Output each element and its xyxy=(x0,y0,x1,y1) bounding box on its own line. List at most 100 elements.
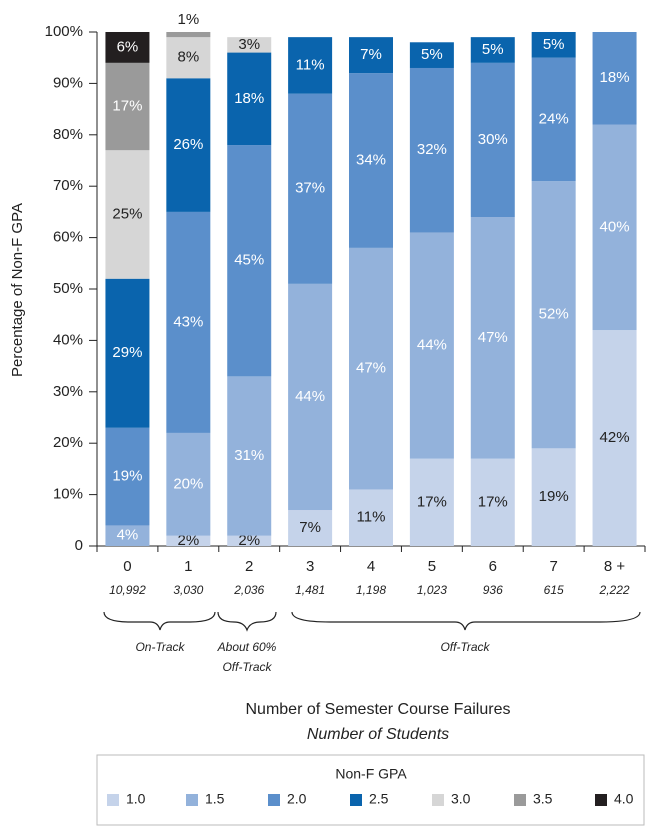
data-label: 2% xyxy=(177,532,199,549)
bar-segment xyxy=(531,448,576,546)
bar-segment xyxy=(105,525,150,546)
data-label: 17% xyxy=(112,97,142,114)
data-label: 31% xyxy=(234,447,264,464)
bar-segment xyxy=(592,330,637,546)
bar-segment xyxy=(592,32,637,125)
bar-segment xyxy=(166,535,211,546)
legend-label: 4.0 xyxy=(614,791,634,807)
bar-segment xyxy=(531,32,576,58)
y-tick-label: 90% xyxy=(53,74,83,91)
bracket xyxy=(291,611,641,631)
legend-label: 3.0 xyxy=(451,791,471,807)
data-label: 40% xyxy=(600,218,630,235)
y-tick-label: 20% xyxy=(53,434,83,451)
bar-segment xyxy=(227,535,272,546)
x-tick-label: 0 xyxy=(123,558,131,575)
y-axis-title: Percentage of Non-F GPA xyxy=(9,203,26,377)
annotation: About 60% xyxy=(217,640,277,654)
data-label: 44% xyxy=(417,337,447,354)
x-tick-label: 8 + xyxy=(604,558,626,575)
annotation: On-Track xyxy=(135,640,185,654)
bar-segment xyxy=(166,78,211,212)
bar-segment xyxy=(349,73,393,248)
data-label: 24% xyxy=(539,110,569,127)
data-label: 4% xyxy=(117,527,139,544)
bar-segment xyxy=(409,42,454,68)
data-label: 26% xyxy=(173,136,203,153)
x-tick-sublabel: 1,023 xyxy=(417,583,447,597)
legend-label: 3.5 xyxy=(533,791,553,807)
data-label: 5% xyxy=(543,36,565,53)
bar-segment xyxy=(288,37,333,94)
bar-segment xyxy=(349,247,393,490)
data-label: 34% xyxy=(356,151,386,168)
data-label: 11% xyxy=(296,56,325,73)
bar-segment xyxy=(105,278,150,428)
bar-segment xyxy=(409,67,454,233)
y-tick-label: 50% xyxy=(53,280,83,297)
legend-swatch xyxy=(107,794,119,806)
data-label: 19% xyxy=(539,488,569,505)
data-label: 1% xyxy=(177,11,199,28)
annotation: Off-Track xyxy=(440,640,490,654)
legend-label: 1.0 xyxy=(126,791,146,807)
data-label: 5% xyxy=(482,41,504,58)
legend-title: Non-F GPA xyxy=(335,766,407,782)
legend-label: 1.5 xyxy=(205,791,225,807)
bar-segment xyxy=(166,37,211,79)
data-label: 11% xyxy=(357,509,386,526)
y-tick-label: 60% xyxy=(53,229,83,246)
bar-segment xyxy=(166,432,211,536)
bar-segment xyxy=(105,62,150,151)
data-label: 17% xyxy=(417,493,447,510)
x-tick-label: 1 xyxy=(184,558,192,575)
legend-swatch xyxy=(595,794,607,806)
x-tick-sublabel: 1,198 xyxy=(356,583,386,597)
bar-segment xyxy=(531,57,576,182)
data-label: 30% xyxy=(478,131,508,148)
bar-segment xyxy=(531,181,576,449)
bar-segment xyxy=(349,489,393,546)
x-tick-sublabel: 10,992 xyxy=(109,583,146,597)
data-label: 6% xyxy=(117,38,139,55)
bar-segment xyxy=(105,32,150,63)
x-tick-sublabel: 615 xyxy=(544,583,564,597)
bar-segment xyxy=(227,37,272,53)
data-label: 18% xyxy=(600,69,630,86)
y-tick-label: 80% xyxy=(53,126,83,143)
data-label: 19% xyxy=(112,468,142,485)
legend-swatch xyxy=(514,794,526,806)
y-tick-label: 10% xyxy=(53,486,83,503)
data-label: 18% xyxy=(234,90,264,107)
data-label: 5% xyxy=(421,46,443,63)
bar-segment xyxy=(227,52,272,146)
data-label: 20% xyxy=(173,475,203,492)
x-tick-sublabel: 3,030 xyxy=(173,583,203,597)
bar-segment xyxy=(470,62,515,218)
legend-label: 2.5 xyxy=(369,791,389,807)
annotation: Off-Track xyxy=(222,660,272,674)
legend-swatch xyxy=(186,794,198,806)
data-label: 7% xyxy=(299,519,321,536)
bracket xyxy=(103,611,216,631)
data-label: 2% xyxy=(238,532,260,549)
data-label: 3% xyxy=(238,36,260,53)
bar-segment xyxy=(409,458,454,546)
data-label: 47% xyxy=(356,360,386,377)
bar-segment xyxy=(349,37,393,74)
data-label: 45% xyxy=(234,252,264,269)
bar-segment xyxy=(166,211,211,433)
x-tick-sublabel: 1,481 xyxy=(295,583,325,597)
x-tick-label: 3 xyxy=(306,558,314,575)
y-tick-label: 70% xyxy=(53,177,83,194)
bar-segment xyxy=(470,458,515,546)
bar-segment xyxy=(288,510,333,546)
x-axis-title: Number of Semester Course Failures xyxy=(246,701,511,718)
data-label: 42% xyxy=(600,429,630,446)
y-tick-label: 100% xyxy=(45,23,83,40)
bar-segment xyxy=(288,93,333,284)
legend-swatch xyxy=(432,794,444,806)
bar-segment xyxy=(470,217,515,459)
